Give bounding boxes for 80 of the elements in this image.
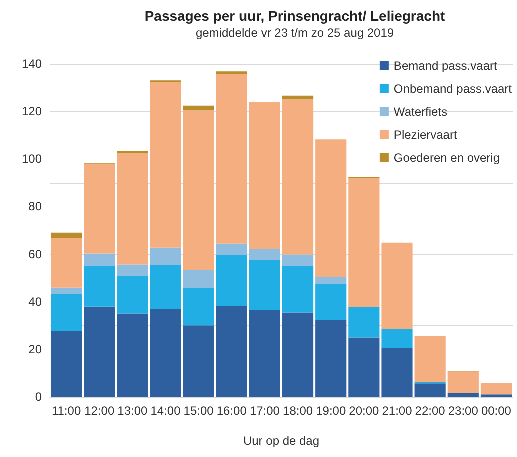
x-tick-label: 13:00 <box>118 404 148 418</box>
bar <box>282 96 314 100</box>
x-tick-label: 16:00 <box>216 404 248 418</box>
bar <box>84 306 116 397</box>
bar <box>84 254 116 266</box>
bar <box>316 140 347 278</box>
bar <box>50 238 82 288</box>
bar <box>216 244 248 256</box>
bar <box>150 265 182 309</box>
bar <box>50 288 82 294</box>
bar <box>282 312 314 397</box>
bar <box>117 314 148 397</box>
x-tick-label: 00:00 <box>481 404 512 418</box>
x-tick-label: 14:00 <box>150 404 182 418</box>
x-tick-label: 19:00 <box>316 404 346 418</box>
bar <box>216 306 248 397</box>
bar <box>50 294 82 332</box>
bar <box>50 232 82 238</box>
y-tick-label: 80 <box>28 200 42 214</box>
legend-label: Waterfiets <box>394 105 448 119</box>
x-tick-label: 20:00 <box>349 404 380 418</box>
bar <box>216 255 248 306</box>
y-tick-label: 60 <box>28 247 42 262</box>
legend-label: Bemand pass.vaart <box>394 59 498 73</box>
bar <box>282 100 314 255</box>
x-tick-label: 18:00 <box>283 404 314 418</box>
bar <box>50 331 82 397</box>
bar <box>480 382 512 395</box>
bar <box>382 328 413 348</box>
bar <box>348 338 380 397</box>
bar <box>117 276 148 314</box>
bar <box>249 102 281 250</box>
bar <box>414 384 446 397</box>
bar <box>249 310 281 397</box>
bar <box>249 260 281 310</box>
legend-label: Pleziervaart <box>394 128 458 142</box>
bar <box>316 284 347 320</box>
bar <box>183 326 214 397</box>
x-tick-label: 11:00 <box>52 404 82 418</box>
bar <box>150 248 182 266</box>
bar <box>216 74 248 244</box>
chart-title: Passages per uur, Prinsengracht/ Leliegracht <box>144 8 446 24</box>
bar <box>348 307 380 338</box>
bar <box>117 153 148 265</box>
bar <box>316 277 347 284</box>
x-tick-label: 23:00 <box>448 404 479 418</box>
bar <box>382 348 413 397</box>
y-tick-label: 0 <box>35 390 42 404</box>
x-tick-label: 17:00 <box>250 404 280 418</box>
bar <box>84 266 116 307</box>
bar <box>448 372 479 394</box>
x-tick-label: 15:00 <box>184 404 214 418</box>
bar <box>316 320 347 397</box>
chart-subtitle: gemiddelde vr 23 t/m zo 25 aug 2019 <box>196 26 394 40</box>
bar <box>150 308 182 397</box>
y-tick-label: 100 <box>22 152 42 166</box>
bar <box>183 270 214 288</box>
legend-label: Goederen en overig <box>394 151 500 165</box>
bar <box>117 264 148 276</box>
x-tick-label: 22:00 <box>415 404 446 418</box>
bar <box>183 288 214 326</box>
bar <box>183 110 214 270</box>
y-tick-label: 120 <box>22 104 42 119</box>
bar <box>448 393 479 397</box>
y-tick-label: 40 <box>28 294 42 309</box>
y-tick-label: 140 <box>22 57 42 71</box>
bar <box>382 242 413 329</box>
bar <box>414 336 446 382</box>
x-axis-title: Uur op de dag <box>243 434 320 448</box>
bar <box>249 250 281 260</box>
legend-label: Onbemand pass.vaart <box>394 82 513 96</box>
bar <box>282 254 314 266</box>
bar <box>84 164 116 254</box>
x-tick-label: 12:00 <box>84 404 115 418</box>
bar <box>150 82 182 248</box>
y-tick-label: 20 <box>28 342 42 356</box>
bar <box>348 178 380 308</box>
x-tick-label: 21:00 <box>382 404 413 418</box>
bar <box>282 266 314 313</box>
bar <box>183 106 214 111</box>
